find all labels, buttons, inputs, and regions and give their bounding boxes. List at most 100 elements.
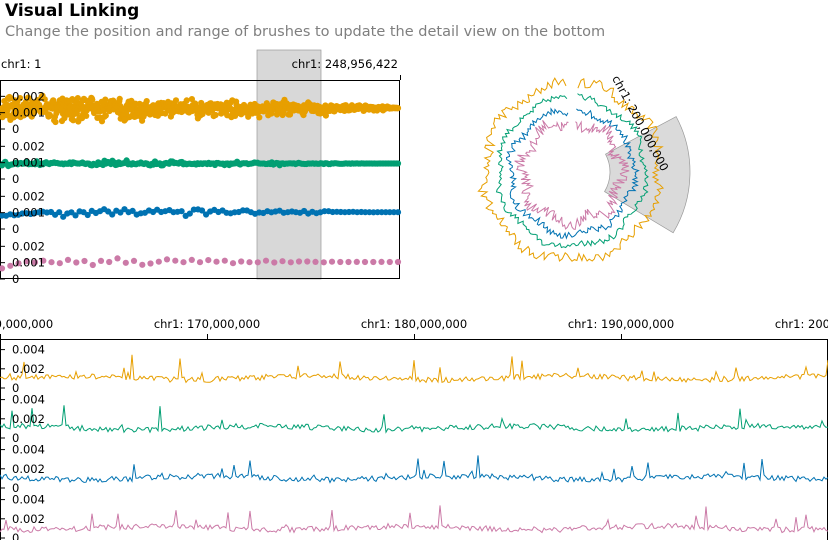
- overview-point: [17, 95, 24, 102]
- overview-point: [213, 258, 220, 265]
- overview-point: [155, 258, 162, 265]
- overview-point: [256, 114, 263, 121]
- overview-point: [221, 257, 228, 264]
- overview-x-tick-start: chr1: 1: [1, 57, 42, 71]
- overview-point: [361, 258, 369, 266]
- overview-y-tick-label: 0.002: [12, 89, 45, 103]
- overview-point: [56, 260, 63, 267]
- overview-point: [178, 208, 185, 215]
- overview-point: [254, 259, 261, 266]
- overview-point: [198, 207, 206, 214]
- overview-point: [188, 256, 195, 263]
- overview-point: [394, 209, 402, 216]
- overview-point: [129, 207, 136, 214]
- overview-point: [172, 97, 180, 104]
- overview-y-tick-label: 0.001: [12, 206, 45, 220]
- circular-track: chr1: 200,000,000: [477, 73, 691, 262]
- overview-point: [196, 259, 204, 266]
- detail-line: [0, 354, 828, 384]
- overview-point: [97, 257, 105, 264]
- circular-brush[interactable]: [604, 116, 691, 234]
- overview-y-tick-label: 0: [12, 272, 19, 286]
- overview-y-tick-label: 0.001: [12, 156, 45, 170]
- overview-point: [147, 260, 154, 267]
- page-subtitle: Change the position and range of brushes…: [5, 24, 606, 40]
- overview-y-tick-label: 0: [12, 222, 19, 236]
- overview-y-tick-label: 0: [12, 172, 19, 186]
- overview-point: [320, 259, 327, 266]
- overview-point: [46, 112, 54, 119]
- detail-line: [0, 455, 828, 484]
- detail-y-tick-label: 0.004: [12, 393, 45, 407]
- detail-y-tick-label: 0.002: [12, 412, 45, 426]
- overview-point: [205, 257, 212, 264]
- circular-rings: [477, 77, 665, 262]
- overview-point: [304, 258, 311, 265]
- overview-point: [370, 258, 377, 266]
- overview-point: [52, 118, 59, 126]
- detail-x-tick-170m: chr1: 170,000,000: [154, 317, 260, 331]
- overview-point: [48, 259, 55, 266]
- detail-y-tick-label: 0: [12, 431, 19, 445]
- overview-point: [109, 211, 116, 218]
- overview-point: [246, 259, 253, 266]
- overview-point: [279, 258, 286, 265]
- overview-point: [394, 258, 402, 266]
- overview-point: [40, 257, 47, 264]
- overview-point: [81, 257, 88, 265]
- overview-point: [56, 209, 63, 216]
- overview-y-tick-label: 0.002: [12, 139, 45, 153]
- overview-point: [337, 258, 344, 266]
- detail-y-tick-label: 0.002: [12, 362, 45, 376]
- overview-y-axes: 0.002 0.001 0 0.002 0.001 0 0.002 0.001 0 0.002 0.…: [0, 89, 45, 286]
- detail-y-tick-label: 0: [12, 381, 19, 395]
- overview-y-tick-label: 0.002: [12, 239, 45, 253]
- overview-point: [328, 258, 336, 265]
- overview-point: [188, 96, 195, 103]
- overview-point: [74, 95, 81, 102]
- detail-x-tick-160m: chr1: 160,000,000: [0, 317, 53, 331]
- overview-point: [386, 258, 393, 266]
- overview-point: [262, 257, 270, 264]
- overview-point: [180, 259, 187, 266]
- overview-point: [378, 258, 385, 265]
- detail-y-axes: 0.0040.00200.0040.00200.0040.00200.0040.…: [0, 343, 45, 540]
- overview-point: [41, 96, 48, 103]
- overview-point: [271, 259, 278, 266]
- overview-point: [139, 261, 146, 268]
- circular-ring: [477, 77, 665, 262]
- detail-y-tick-label: 0.004: [12, 343, 45, 357]
- overview-y-tick-label: 0.001: [12, 106, 45, 120]
- detail-y-tick-label: 0.004: [12, 443, 45, 457]
- overview-point: [394, 105, 402, 112]
- overview-point: [23, 258, 30, 265]
- detail-line: [0, 505, 828, 534]
- circular-ring: [495, 93, 649, 249]
- overview-point: [102, 112, 109, 119]
- overview-point: [89, 96, 96, 103]
- overview-point: [130, 257, 138, 264]
- detail-x-tick-190m: chr1: 190,000,000: [568, 317, 674, 331]
- overview-point: [353, 258, 360, 265]
- overview-point: [106, 258, 113, 266]
- overview-point: [70, 117, 77, 124]
- overview-point: [186, 210, 193, 217]
- overview-point: [163, 256, 171, 263]
- detail-y-tick-label: 0: [12, 531, 19, 540]
- overview-point: [72, 212, 79, 219]
- overview-point: [238, 258, 245, 265]
- overview-point: [83, 112, 90, 119]
- overview-point: [116, 95, 123, 102]
- overview-point: [34, 97, 41, 104]
- overview-point: [312, 258, 319, 265]
- overview-point: [89, 261, 96, 269]
- overview-point: [114, 255, 121, 262]
- overview-point: [64, 256, 72, 263]
- detail-line: [0, 405, 828, 434]
- overview-point: [268, 110, 275, 117]
- circular-ring: [514, 119, 630, 230]
- overview-point: [212, 111, 219, 119]
- overview-point: [84, 211, 91, 219]
- overview-point: [183, 97, 190, 104]
- overview-point: [73, 259, 80, 266]
